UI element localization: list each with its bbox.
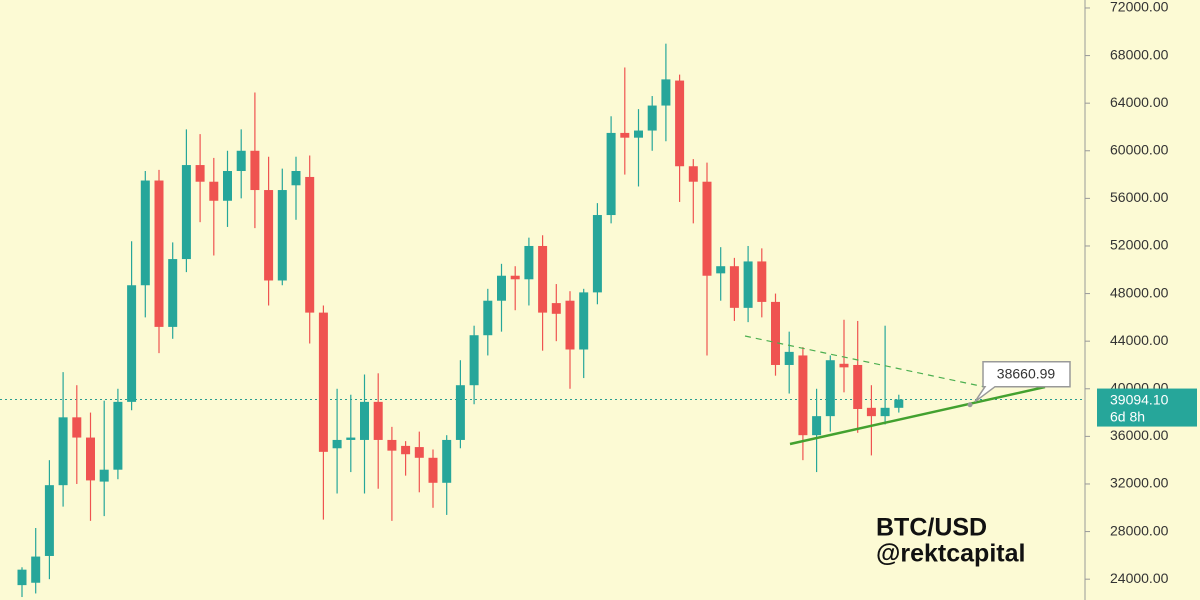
candle-body	[209, 181, 219, 201]
symbol-label: BTC/USD	[876, 514, 987, 542]
candle-body	[483, 300, 493, 336]
y-tick-label: 24000.00	[1110, 570, 1169, 586]
y-tick-label: 64000.00	[1110, 94, 1169, 110]
y-tick-label: 36000.00	[1110, 427, 1169, 443]
candle-body	[127, 285, 137, 402]
candle-body	[387, 439, 397, 451]
candle-body	[414, 447, 424, 458]
candle-body	[729, 266, 739, 308]
callout-box	[974, 360, 1071, 403]
candle-body	[661, 79, 671, 106]
candle-body	[743, 261, 753, 308]
y-tick-label: 68000.00	[1110, 46, 1169, 62]
candle-body	[318, 312, 328, 452]
candle-body	[86, 437, 95, 481]
author-label: @rektcapital	[876, 540, 1025, 568]
countdown-label: 6d 8h	[1110, 408, 1145, 424]
candle-body	[455, 385, 465, 440]
candle-body	[99, 469, 109, 482]
candle-body	[373, 401, 383, 440]
candle-body	[497, 275, 506, 301]
candle-body	[675, 80, 685, 167]
candle-body	[798, 355, 808, 436]
callout-label: 38660.99	[997, 365, 1056, 381]
plot-area	[0, 43, 1085, 598]
candle-body	[853, 364, 863, 410]
candle-body	[17, 569, 27, 586]
candle-body	[812, 416, 822, 436]
candle-body	[264, 190, 274, 281]
dashed-trendline	[744, 335, 986, 388]
candle-body	[592, 215, 602, 293]
candle-body	[291, 171, 301, 186]
candle-body	[277, 190, 287, 281]
candle-body	[702, 181, 712, 276]
y-tick-label: 44000.00	[1110, 332, 1169, 348]
candle-body	[168, 259, 178, 327]
support-trendline	[789, 385, 1046, 446]
y-tick-label: 56000.00	[1110, 189, 1169, 205]
candle-body	[606, 132, 616, 216]
candle-body	[579, 292, 589, 350]
candle-body	[469, 335, 479, 386]
candle-body	[866, 407, 876, 417]
candle-body	[181, 165, 191, 260]
candle-body	[428, 457, 438, 483]
y-tick-label: 32000.00	[1110, 475, 1169, 491]
candle-body	[620, 132, 630, 138]
candle-body	[401, 445, 411, 455]
y-tick-label: 48000.00	[1110, 284, 1169, 300]
candle-body	[647, 105, 657, 131]
candle-body	[442, 439, 452, 483]
y-tick-label: 52000.00	[1110, 237, 1169, 253]
callout-point	[967, 402, 973, 408]
candle-body	[44, 485, 54, 556]
y-tick-label: 72000.00	[1110, 0, 1169, 15]
y-tick-label: 28000.00	[1110, 522, 1169, 538]
candle-body	[565, 300, 575, 350]
candle-body	[757, 261, 767, 302]
candle-body	[250, 150, 260, 191]
candle-body	[839, 363, 849, 368]
y-tick-label: 60000.00	[1110, 141, 1169, 157]
candle-body	[31, 556, 41, 583]
candle-body	[332, 439, 342, 449]
candle-body	[360, 401, 369, 440]
candle-body	[880, 407, 890, 417]
candle-body	[140, 180, 150, 286]
candle-body	[716, 266, 726, 274]
price-tag	[1097, 388, 1197, 427]
price-tag-label: 39094.10	[1110, 391, 1169, 407]
candle-body	[113, 401, 123, 470]
candle-body	[346, 437, 356, 440]
candle-body	[58, 417, 68, 486]
candle-body	[784, 351, 794, 365]
candle-body	[634, 130, 643, 138]
candle-body	[510, 275, 520, 280]
candle-body	[305, 176, 315, 313]
candle-body	[771, 301, 780, 365]
candle-body	[688, 166, 698, 182]
candle-body	[524, 245, 534, 280]
candle-body	[223, 171, 232, 201]
candle-body	[154, 180, 164, 327]
candle-body	[825, 360, 835, 417]
candle-body	[551, 303, 561, 314]
candle-body	[72, 417, 82, 438]
candle-body	[195, 165, 205, 182]
candle-body	[538, 245, 548, 313]
candle-body	[236, 150, 246, 172]
candle-body	[894, 399, 904, 408]
